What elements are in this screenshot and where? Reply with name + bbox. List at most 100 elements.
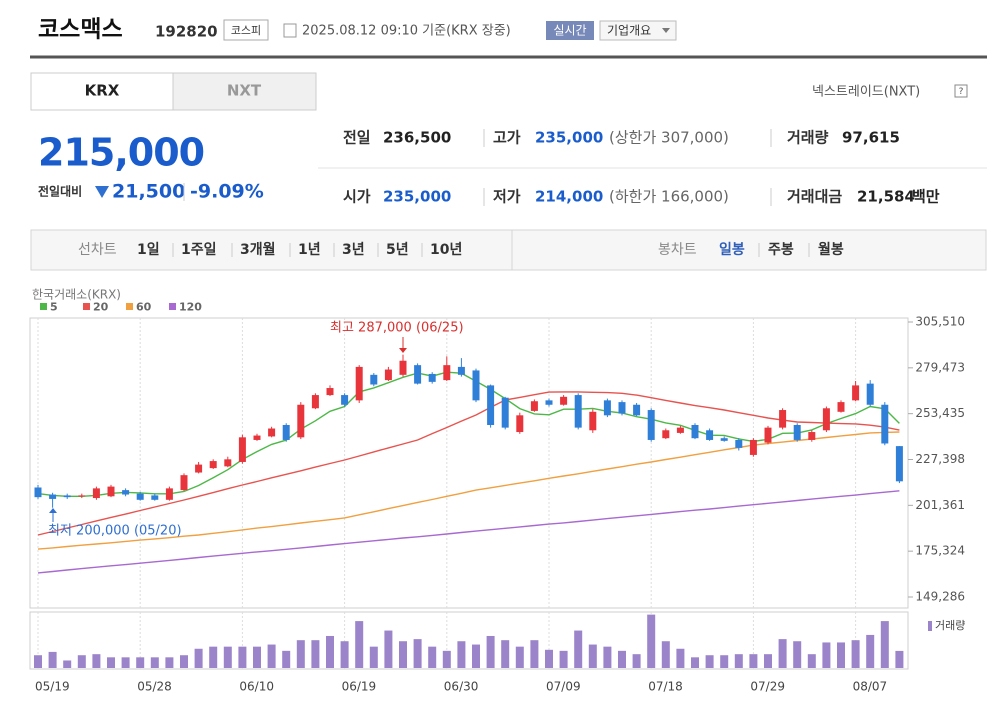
- volume-bar: [384, 630, 393, 668]
- y-tick-label: 201,361: [915, 498, 965, 512]
- x-tick-label: 06/30: [444, 680, 479, 694]
- company-label[interactable]: 기업개요: [607, 24, 651, 38]
- candle-body: [443, 365, 451, 381]
- candle-body: [268, 428, 276, 437]
- volume-bar: [48, 651, 57, 668]
- volume-bar: [705, 655, 714, 668]
- candle-body: [749, 439, 757, 455]
- candle-body: [516, 415, 524, 433]
- ma-line: [37, 490, 900, 574]
- tab-krx[interactable]: [30, 72, 174, 111]
- period-button[interactable]: 5년: [386, 242, 409, 258]
- x-tick-label: 06/10: [239, 680, 274, 694]
- volume-bar: [837, 642, 845, 668]
- period-bar: [30, 229, 987, 271]
- tab-label[interactable]: KRX: [85, 82, 120, 100]
- candle-body: [92, 488, 100, 499]
- candle-body: [49, 494, 57, 499]
- stock-name: 코스맥스: [38, 17, 123, 43]
- period-button[interactable]: 1주일: [181, 242, 217, 258]
- volume-bar: [369, 646, 378, 668]
- candle-body: [603, 400, 611, 416]
- tab-label[interactable]: NXT: [227, 82, 262, 100]
- volume-bar: [676, 648, 685, 668]
- candle-body: [253, 435, 261, 440]
- period-button[interactable]: 10년: [430, 242, 462, 258]
- candle-body: [764, 427, 772, 443]
- volume-bar: [661, 641, 670, 668]
- candle-body: [63, 495, 71, 498]
- volume-bar: [734, 654, 743, 668]
- realtime-button[interactable]: [546, 21, 594, 40]
- period-button[interactable]: 3개월: [240, 241, 276, 258]
- candle-body: [355, 366, 363, 401]
- volume-bar: [326, 635, 334, 668]
- period-button[interactable]: 주봉: [768, 242, 794, 258]
- volume-bar: [895, 650, 904, 668]
- x-tick-label: 05/19: [35, 680, 70, 694]
- stat-value: 21,584: [857, 188, 915, 206]
- y-tick-label: 279,473: [915, 360, 965, 374]
- candle-body: [136, 493, 144, 500]
- legend-swatch: [169, 303, 176, 310]
- period-button[interactable]: 1일: [137, 242, 160, 258]
- help-icon[interactable]: [954, 84, 968, 98]
- legend-label: 20: [93, 301, 109, 314]
- volume-bar: [588, 644, 597, 668]
- timestamp: 2025.08.12 09:10 기준(KRX 장중): [302, 24, 511, 39]
- candle-body: [282, 424, 290, 440]
- max-arrowhead: [399, 348, 407, 353]
- ma-line: [37, 391, 900, 536]
- candle-body: [676, 427, 684, 433]
- x-tick-label: 05/28: [137, 680, 172, 694]
- volume-label: 거래량: [935, 619, 965, 632]
- change-label: 전일대비: [38, 184, 82, 199]
- volume-bar: [457, 641, 466, 668]
- volume-bar: [720, 655, 729, 668]
- min-arrowhead: [49, 508, 57, 513]
- volume-frame: [29, 611, 909, 670]
- period-button[interactable]: 일봉: [719, 242, 745, 258]
- volume-bar: [501, 640, 510, 668]
- volume-bar: [180, 655, 188, 668]
- candle-body: [180, 475, 188, 491]
- volume-bar: [793, 641, 802, 668]
- realtime-label[interactable]: 실시간: [553, 24, 586, 38]
- nxt-link[interactable]: 넥스트레이드(NXT): [812, 85, 920, 100]
- candle-body: [151, 495, 159, 500]
- volume-bar: [296, 640, 305, 668]
- stats: 전일 236,500 고가 235,000 (상한가 307,000) 거래량 …: [318, 129, 987, 206]
- candle-body: [122, 490, 130, 495]
- volume-bar: [807, 654, 816, 668]
- candle-body: [691, 424, 699, 439]
- tab-nxt[interactable]: [172, 72, 317, 111]
- stat-label: 전일: [343, 129, 371, 147]
- x-tick-label: 07/18: [648, 680, 683, 694]
- candle-body: [779, 410, 787, 428]
- candle-body: [881, 404, 889, 444]
- market-badge: [223, 19, 269, 41]
- company-button[interactable]: [599, 20, 677, 41]
- stat-value: 235,000: [383, 188, 451, 206]
- stat-note: (하한가 166,000): [609, 188, 729, 206]
- period-button[interactable]: 3년: [342, 242, 365, 258]
- volume-bar: [428, 646, 437, 668]
- legend-label: 60: [136, 301, 152, 314]
- period-button[interactable]: 월봉: [818, 241, 844, 258]
- candle-body: [662, 430, 670, 439]
- stat-label: 저가: [493, 188, 521, 206]
- min-annotation: 최저 200,000 (05/20): [48, 524, 182, 539]
- volume-bar: [778, 639, 787, 668]
- candle-body: [822, 408, 830, 431]
- stat-label: 거래량: [787, 129, 829, 147]
- stock-code: 192820: [155, 23, 218, 41]
- stat-label: 시가: [343, 188, 371, 206]
- volume-bar: [647, 614, 656, 668]
- period-items: 선차트 1일 1주일 3개월 1년 3년 5년 10년 봉차트 일봉 주봉 월봉: [78, 241, 844, 258]
- volume-bar: [880, 621, 889, 668]
- candle-body: [370, 374, 378, 385]
- period-button[interactable]: 1년: [298, 242, 321, 258]
- candle-body: [560, 396, 568, 405]
